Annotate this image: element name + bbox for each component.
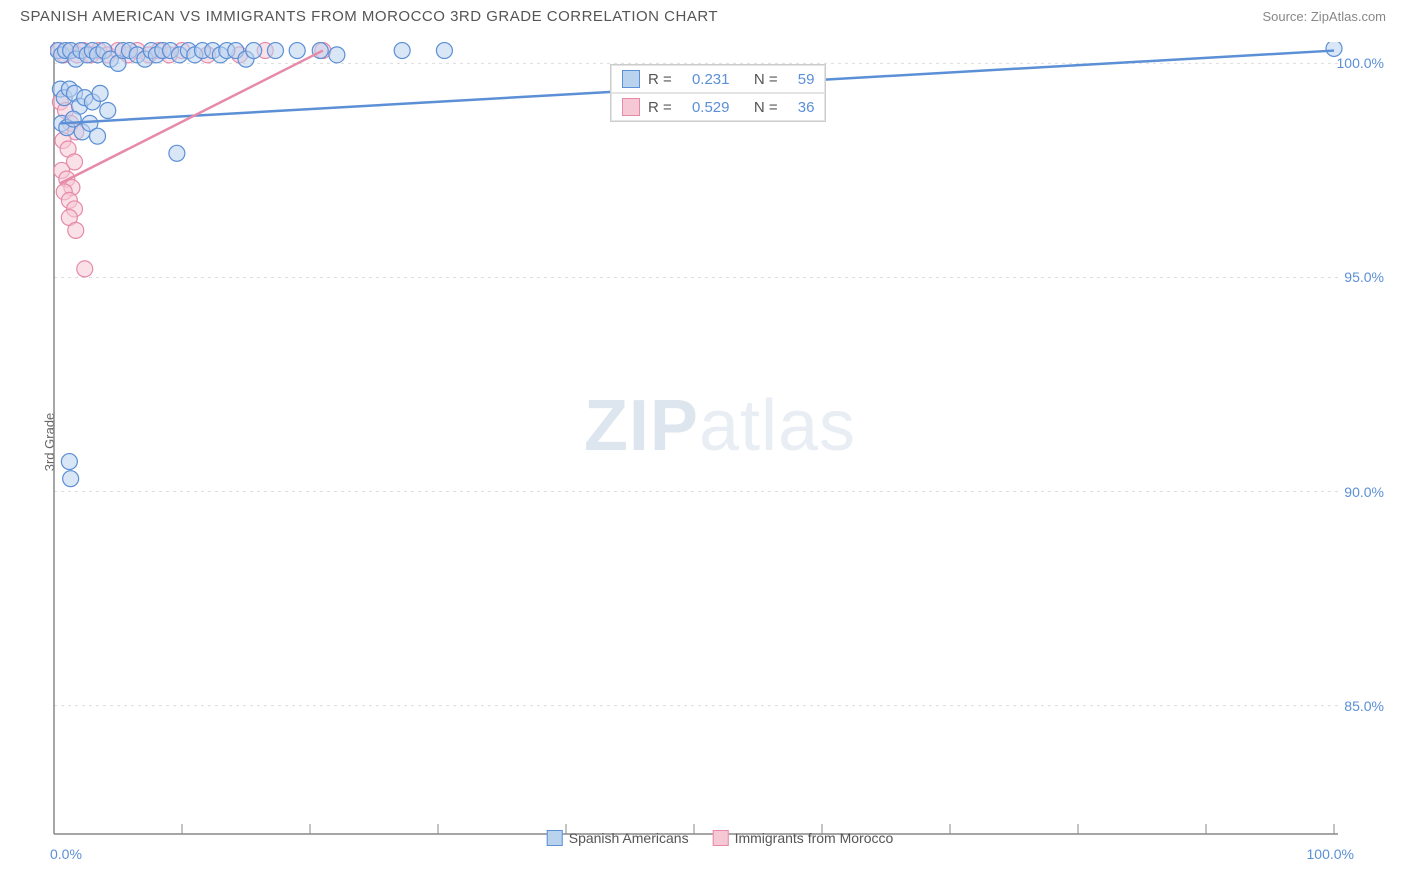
r-label: R = xyxy=(648,71,672,88)
legend-item: Immigrants from Morocco xyxy=(713,830,894,846)
legend-swatch-icon xyxy=(547,830,563,846)
series-legend: Spanish Americans Immigrants from Morocco xyxy=(547,830,894,846)
source-label: Source: ZipAtlas.com xyxy=(1262,9,1386,24)
legend-label: Spanish Americans xyxy=(569,830,689,846)
r-value: 0.231 xyxy=(692,71,730,88)
n-value: 59 xyxy=(798,71,815,88)
n-label: N = xyxy=(754,71,778,88)
plot-area: 3rd Grade ZIPatlas 85.0%90.0%95.0%100.0%… xyxy=(50,42,1390,842)
chart-title: SPANISH AMERICAN VS IMMIGRANTS FROM MORO… xyxy=(20,8,718,25)
legend-swatch-icon xyxy=(622,98,640,116)
n-value: 36 xyxy=(798,99,815,116)
correlation-row: R = 0.231 N = 59 xyxy=(611,65,825,93)
legend-label: Immigrants from Morocco xyxy=(735,830,894,846)
scatter-chart xyxy=(50,42,1388,840)
r-label: R = xyxy=(648,99,672,116)
legend-swatch-icon xyxy=(713,830,729,846)
x-axis-max: 100.0% xyxy=(1307,846,1354,862)
legend-swatch-icon xyxy=(622,70,640,88)
n-label: N = xyxy=(754,99,778,116)
correlation-row: R = 0.529 N = 36 xyxy=(611,93,825,121)
x-axis-min: 0.0% xyxy=(50,846,82,862)
y-tick-label: 100.0% xyxy=(1337,55,1384,71)
correlation-legend-box: R = 0.231 N = 59R = 0.529 N = 36 xyxy=(610,64,826,122)
y-tick-label: 95.0% xyxy=(1344,269,1384,285)
r-value: 0.529 xyxy=(692,99,730,116)
y-tick-label: 85.0% xyxy=(1344,698,1384,714)
y-tick-label: 90.0% xyxy=(1344,484,1384,500)
legend-item: Spanish Americans xyxy=(547,830,689,846)
